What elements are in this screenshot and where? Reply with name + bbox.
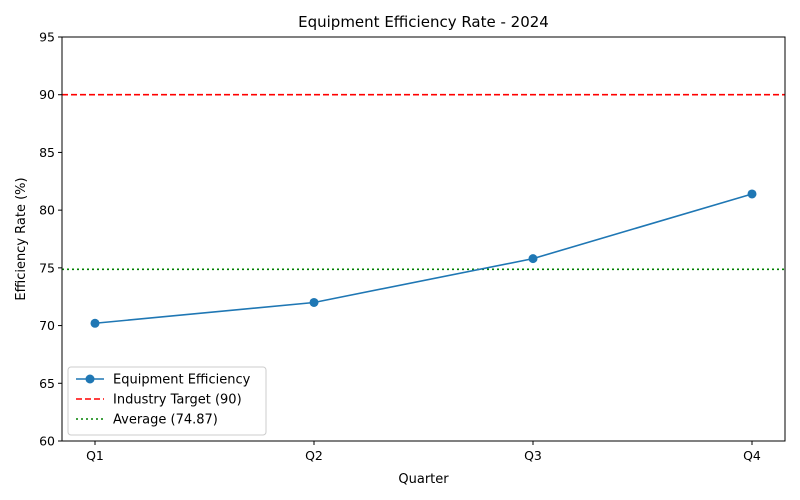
legend[interactable]: Equipment Efficiency Industry Target (90)…	[67, 366, 267, 436]
x-tick-label: Q4	[743, 448, 761, 463]
x-axis: Q1 Q2 Q3 Q4	[86, 441, 761, 463]
data-point	[90, 318, 100, 328]
y-tick-label: 90	[39, 87, 55, 102]
x-axis-title: Quarter	[398, 472, 449, 487]
chart-title: Equipment Efficiency Rate - 2024	[298, 13, 549, 31]
data-point	[528, 254, 538, 264]
series-line	[94, 193, 753, 325]
data-point	[747, 189, 757, 199]
plot-frame	[61, 36, 786, 442]
legend-label: Equipment Efficiency	[113, 373, 251, 388]
y-tick-label: 60	[39, 434, 55, 449]
y-tick-label: 75	[39, 260, 55, 275]
y-tick-label: 65	[39, 376, 55, 391]
y-axis: 60 65 70 75 80 85 90 95	[39, 30, 62, 449]
series-group	[90, 189, 757, 328]
legend-label: Average (74.87)	[113, 413, 218, 428]
x-tick-label: Q2	[305, 448, 323, 463]
y-tick-label: 70	[39, 318, 55, 333]
legend-box	[67, 366, 267, 436]
x-tick-label: Q1	[86, 448, 104, 463]
data-point	[309, 297, 319, 307]
x-tick-label: Q3	[524, 448, 542, 463]
y-axis-title: Efficiency Rate (%)	[14, 177, 29, 300]
y-tick-label: 95	[39, 30, 55, 45]
reference-lines	[62, 93, 785, 271]
y-tick-label: 80	[39, 203, 55, 218]
legend-marker	[85, 374, 95, 384]
y-tick-label: 85	[39, 145, 55, 160]
legend-label: Industry Target (90)	[113, 393, 242, 408]
